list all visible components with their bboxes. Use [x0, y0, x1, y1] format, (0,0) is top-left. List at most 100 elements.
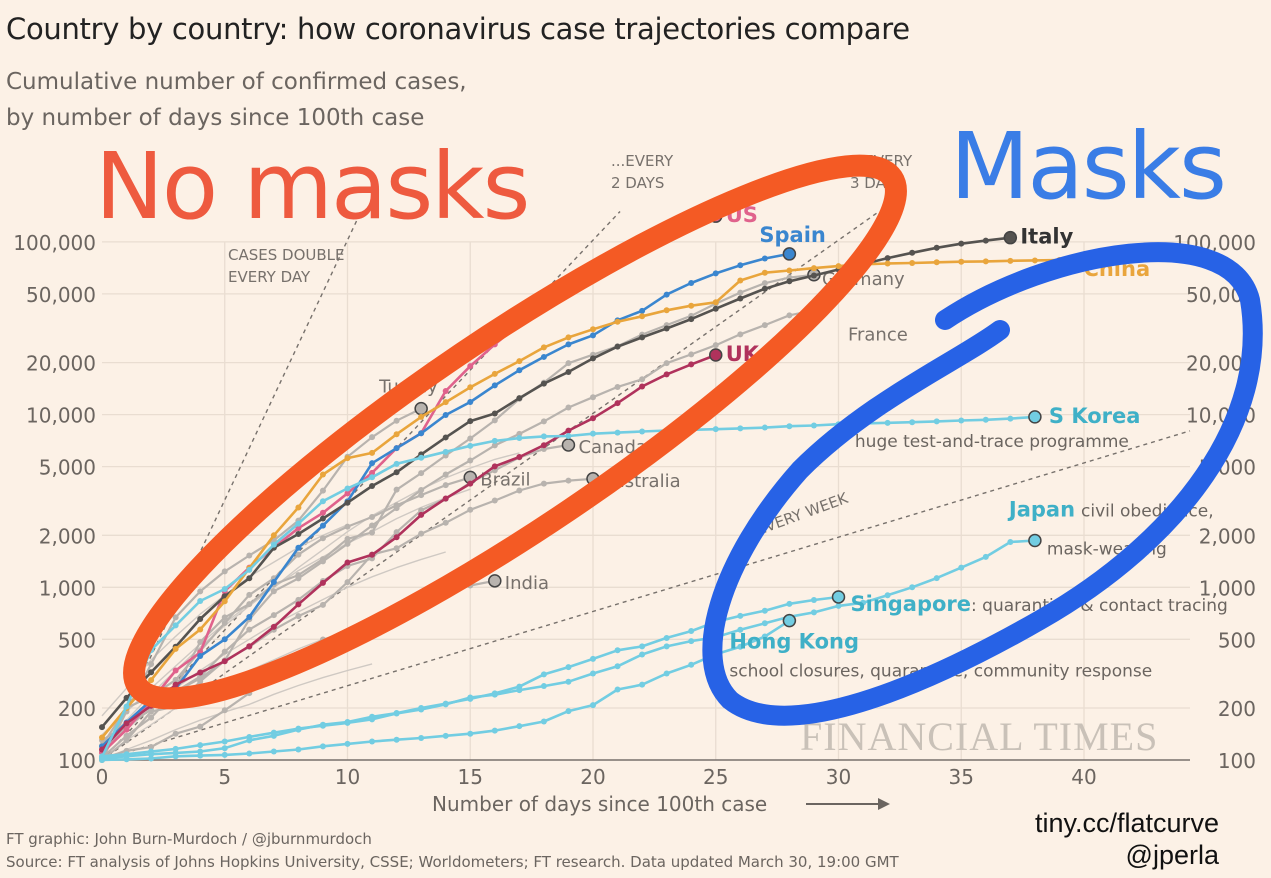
data-point	[639, 643, 646, 650]
data-point	[639, 681, 646, 688]
data-point	[123, 720, 130, 727]
data-point	[982, 237, 989, 244]
data-point	[491, 437, 498, 444]
series-label: Brazil	[480, 469, 530, 490]
series-line	[101, 273, 815, 742]
data-point	[761, 607, 768, 614]
data-point	[197, 653, 204, 660]
series-s-korea: S Korea huge test-and-trace programme	[99, 404, 1141, 761]
data-point	[270, 579, 277, 586]
data-point	[442, 387, 449, 394]
data-point	[786, 278, 793, 285]
data-point	[761, 255, 768, 262]
data-point	[319, 601, 326, 608]
data-point	[442, 471, 449, 478]
data-point	[148, 751, 155, 758]
data-point	[172, 753, 179, 760]
data-point	[491, 442, 498, 449]
data-point	[958, 258, 965, 265]
data-point	[221, 568, 228, 575]
data-point	[639, 313, 646, 320]
end-marker	[414, 401, 428, 416]
credit-link[interactable]: tiny.cc/flatcurve	[1034, 808, 1219, 838]
x-tick-label: 5	[218, 765, 231, 789]
series-line	[101, 663, 373, 761]
data-point	[737, 262, 744, 269]
data-point	[123, 732, 130, 739]
end-marker	[1003, 230, 1018, 245]
data-point	[148, 714, 155, 721]
data-point	[270, 612, 277, 619]
data-point	[737, 331, 744, 338]
data-point	[614, 647, 621, 654]
data-point	[221, 614, 228, 621]
data-point	[516, 453, 523, 460]
data-point	[737, 295, 744, 302]
data-point	[123, 726, 130, 733]
data-point	[516, 395, 523, 402]
data-point	[590, 415, 596, 422]
data-point	[761, 285, 768, 292]
data-point	[614, 343, 621, 350]
data-point	[393, 445, 400, 452]
series-label: Singapore	[851, 592, 972, 616]
x-tick-label: 30	[826, 765, 851, 789]
data-point	[148, 669, 155, 676]
data-point	[467, 480, 474, 487]
data-point	[982, 258, 989, 265]
x-tick-label: 35	[949, 765, 974, 789]
data-point	[516, 723, 523, 730]
data-point	[442, 700, 449, 707]
data-point	[172, 667, 179, 674]
data-point	[221, 751, 228, 758]
data-point	[761, 633, 768, 640]
data-point	[295, 525, 302, 532]
data-point	[663, 634, 670, 641]
data-point	[344, 579, 351, 586]
data-point	[393, 486, 400, 493]
data-point	[99, 734, 105, 741]
series-label: S Korea	[1049, 404, 1141, 428]
data-point	[369, 551, 376, 558]
data-point	[835, 602, 842, 609]
data-point	[761, 424, 768, 431]
y-tick-label-left: 5,000	[39, 456, 96, 480]
doubling-guide-label-line: 2 DAYS	[611, 174, 664, 192]
data-point	[369, 434, 376, 441]
doubling-guide-line	[101, 210, 880, 761]
data-point	[786, 423, 793, 430]
data-point	[295, 551, 302, 558]
data-point	[540, 380, 547, 387]
data-point	[442, 482, 449, 489]
data-point	[270, 623, 277, 630]
data-point	[810, 272, 817, 279]
data-point	[688, 661, 695, 668]
data-point	[565, 404, 572, 411]
data-point	[319, 558, 326, 565]
credit-handle: @jperla	[1125, 840, 1219, 870]
data-point	[540, 433, 547, 440]
data-point	[369, 474, 376, 481]
data-point	[712, 305, 719, 312]
data-point	[99, 746, 105, 753]
data-point	[491, 727, 498, 734]
source-note: Source: FT analysis of Johns Hopkins Uni…	[6, 853, 899, 871]
data-point	[565, 341, 572, 348]
data-point	[933, 575, 940, 582]
data-point	[344, 718, 351, 725]
data-point	[540, 344, 547, 351]
data-point	[467, 730, 474, 737]
data-point	[614, 318, 621, 325]
series-label: France	[848, 324, 908, 345]
data-point	[393, 469, 400, 476]
data-point	[737, 425, 744, 432]
data-point	[442, 434, 449, 441]
data-point	[516, 435, 523, 442]
data-point	[172, 676, 179, 683]
x-tick-label: 15	[458, 765, 483, 789]
data-point	[590, 670, 596, 677]
data-point	[418, 705, 425, 712]
data-point	[123, 737, 130, 744]
data-point	[221, 745, 228, 752]
data-point	[221, 636, 228, 643]
